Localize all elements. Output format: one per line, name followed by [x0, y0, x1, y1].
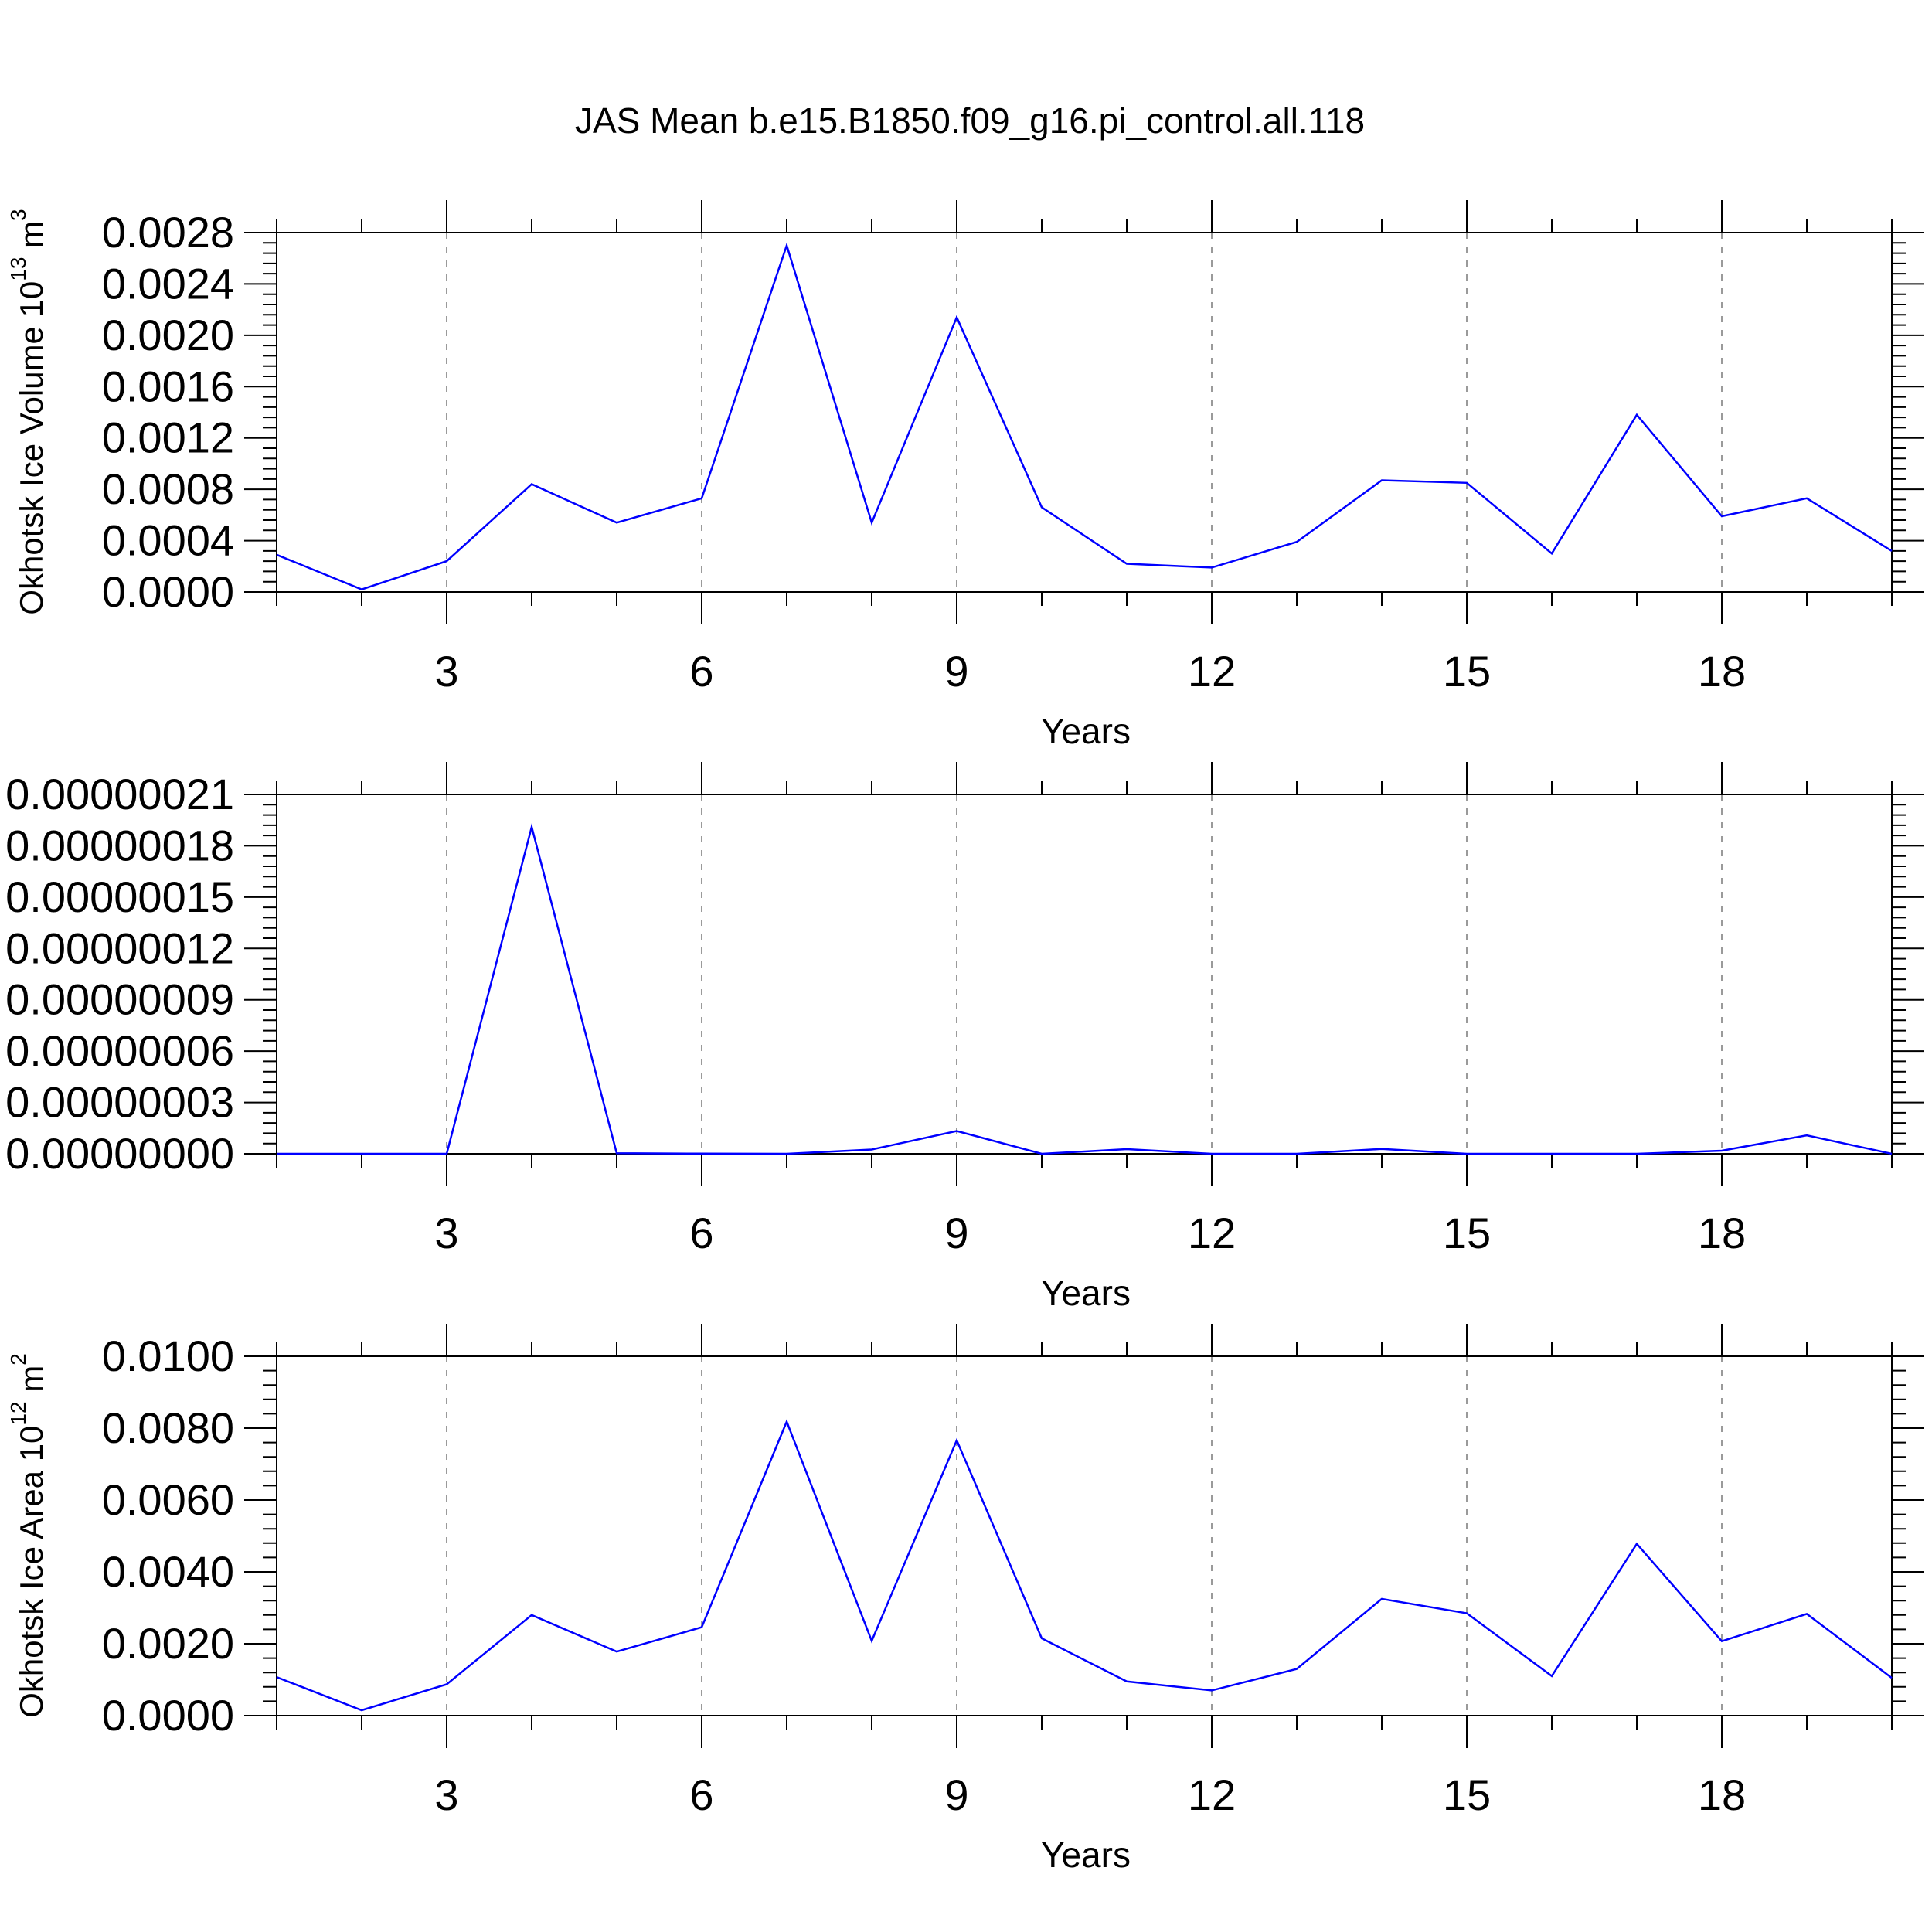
figure-title: JAS Mean b.e15.B1850.f09_g16.pi_control.…: [575, 100, 1365, 141]
y-tick-label: 0.0060: [102, 1475, 234, 1524]
x-tick-label: 3: [434, 647, 458, 696]
x-axis-label: Years: [1041, 1835, 1131, 1875]
x-tick-label: 15: [1443, 1770, 1491, 1819]
x-tick-label: 12: [1188, 1770, 1236, 1819]
x-tick-label: 3: [434, 1209, 458, 1257]
y-tick-label: 0.0008: [102, 464, 234, 513]
x-tick-label: 9: [944, 1209, 968, 1257]
y-tick-label: 0.0100: [102, 1332, 234, 1380]
x-axis-label: Years: [1041, 1273, 1131, 1313]
y-tick-label: 0.0024: [102, 259, 234, 308]
y-axis-label: Okhotsk Ice Volume 1013 m3: [6, 209, 49, 614]
y-tick-label: 0.00000003: [5, 1078, 234, 1127]
panel-3: 0.0000 0.0020 0.0040 0.0060 0.0080 0.0100 3 6 9 1…: [6, 1324, 1924, 1875]
y-tick-label: 0.0000: [102, 1691, 234, 1740]
x-tick-label: 3: [434, 1770, 458, 1819]
y-tick-label: 0.0080: [102, 1403, 234, 1452]
y-tick-label: 0.00000015: [5, 872, 234, 921]
x-tick-label: 18: [1698, 1770, 1746, 1819]
y-axis-label-part: Okhotsk Ice Area 10: [13, 1426, 49, 1718]
y-tick-label: 0.00000009: [5, 975, 234, 1024]
panels: 0.00000.00040.00080.00120.00160.00200.00…: [5, 200, 1924, 1875]
panel-2: 0.000000000.000000030.000000060.00000009…: [5, 762, 1924, 1313]
x-tick-label: 15: [1443, 1209, 1491, 1257]
y-axis-label-part: m: [13, 221, 49, 257]
y-tick-label: 0.0040: [102, 1547, 234, 1596]
plot-frame: [276, 1355, 1893, 1716]
y-tick-label: 0.0000: [102, 567, 234, 616]
x-tick-label: 9: [944, 647, 968, 696]
y-tick-label: 0.0012: [102, 413, 234, 462]
x-tick-label: 12: [1188, 1209, 1236, 1257]
panel-1: 0.00000.00040.00080.00120.00160.00200.00…: [6, 200, 1924, 751]
y-tick-label: 0.00000006: [5, 1026, 234, 1075]
x-tick-label: 18: [1698, 1209, 1746, 1257]
x-axis-label: Years: [1041, 711, 1131, 751]
y-axis-label-superscript: 2: [6, 1353, 30, 1366]
series-line-1: [277, 823, 1893, 1155]
x-tick-label: 12: [1188, 647, 1236, 696]
y-tick-label: 0.0004: [102, 516, 234, 565]
y-axis-label-part: Okhotsk Ice Volume 10: [13, 281, 49, 615]
series-line-1: [276, 1419, 1893, 1712]
x-tick-label: 9: [944, 1770, 968, 1819]
x-tick-label: 6: [689, 1209, 713, 1257]
y-axis-label-superscript: 13: [6, 257, 30, 281]
y-axis-label-superscript: 3: [6, 209, 30, 221]
y-axis-label-part: m: [13, 1366, 49, 1402]
y-tick-label: 0.00000000: [5, 1129, 234, 1178]
y-tick-label: 0.00000018: [5, 821, 234, 869]
x-tick-label: 15: [1443, 647, 1491, 696]
y-tick-label: 0.0020: [102, 311, 234, 359]
x-tick-label: 6: [689, 647, 713, 696]
x-tick-label: 18: [1698, 647, 1746, 696]
y-axis-label: Okhotsk Ice Area 1012 m2: [6, 1353, 49, 1718]
y-axis-label-superscript: 12: [6, 1401, 30, 1425]
y-tick-label: 0.0020: [102, 1619, 234, 1668]
y-tick-label: 0.00000021: [5, 770, 234, 818]
y-tick-label: 0.0016: [102, 362, 234, 410]
plot-frame: [276, 232, 1893, 593]
x-tick-label: 6: [689, 1770, 713, 1819]
series-line-1: [276, 242, 1893, 591]
y-tick-label: 0.00000012: [5, 923, 234, 972]
y-tick-label: 0.0028: [102, 208, 234, 257]
plot-frame: [276, 794, 1893, 1155]
